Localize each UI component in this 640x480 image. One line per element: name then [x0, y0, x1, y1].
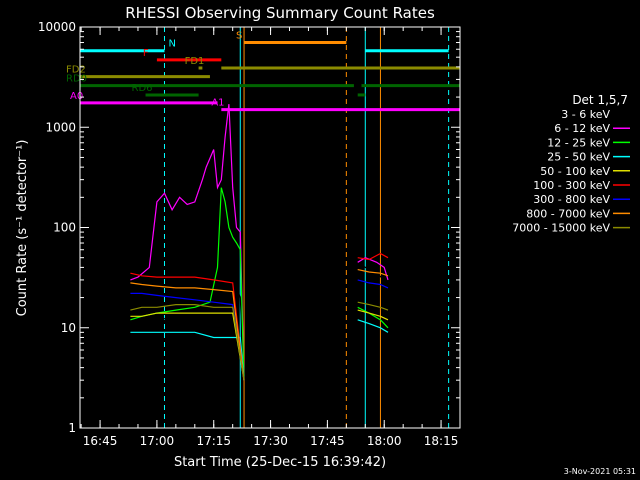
- series-5-line-1: [130, 272, 245, 381]
- series-3-line-1: [130, 331, 245, 381]
- chart-title: RHESSI Observing Summary Count Rates: [125, 4, 435, 22]
- footer-date: 3-Nov-2021 05:31: [564, 467, 636, 476]
- series-6-line-2: [357, 279, 389, 289]
- series-0-line-2: [357, 261, 389, 289]
- y-axis-label: Count Rate (s⁻¹ detector⁻¹): [15, 140, 30, 317]
- x-tick-label-2: 17:15: [196, 434, 231, 448]
- y-tick-label-4: 10000: [38, 20, 76, 34]
- series-8-line-2: [357, 301, 389, 311]
- y-tick-label-2: 100: [53, 221, 76, 235]
- axes: 16:45 17:00 17:15 17:30 17:45 18:00 18:15 1 10 10…: [38, 20, 461, 448]
- x-axis-label: Start Time (25-Dec-15 16:39:42): [174, 455, 386, 470]
- flag-label-fd2: FD2: [66, 65, 86, 76]
- legend-label-6: 300 - 800 keV: [533, 193, 610, 206]
- flag-label-n: N: [168, 39, 175, 50]
- legend-label-8: 7000 - 15000 keV: [512, 222, 610, 235]
- x-tick-label-1: 17:00: [140, 434, 175, 448]
- flag-label-a1: A1: [211, 98, 224, 109]
- x-tick-label-6: 18:15: [424, 434, 459, 448]
- y-tick-label-1: 10: [61, 321, 76, 335]
- flag-label-fd1: FD1: [185, 56, 205, 67]
- x-tick-label-5: 18:00: [367, 434, 402, 448]
- flag-label-rd0: RD0: [66, 74, 87, 85]
- series-7-line-1: [130, 282, 245, 381]
- x-tick-label-3: 17:30: [253, 434, 288, 448]
- series-8-line-1: [130, 304, 245, 381]
- legend-label-0: 3 - 6 keV: [561, 108, 610, 121]
- x-tick-label-0: 16:45: [83, 434, 118, 448]
- flag-label-s: S: [236, 31, 242, 42]
- series-4-line-2: [357, 309, 389, 321]
- y-tick-label-0: 1: [68, 421, 76, 435]
- legend-label-3: 25 - 50 keV: [547, 151, 610, 164]
- legend-label-1: 6 - 12 keV: [554, 122, 610, 135]
- series-7-line-2: [357, 269, 389, 277]
- legend-label-5: 100 - 300 keV: [533, 179, 610, 192]
- flag-label-a0: A0: [70, 91, 83, 102]
- flag-label-f: F: [143, 48, 149, 59]
- series-0-line-1: [129, 197, 245, 381]
- series-1-line-2: [357, 257, 389, 281]
- series-1-line-1: [130, 104, 245, 381]
- legend-title: Det 1,5,7: [572, 93, 628, 107]
- x-tick-label-4: 17:45: [310, 434, 345, 448]
- series-3-line-2: [357, 319, 389, 333]
- legend-label-2: 12 - 25 keV: [547, 136, 610, 149]
- y-tick-label-3: 1000: [45, 120, 76, 134]
- flag-label-rd6: RD6: [132, 83, 153, 94]
- series-4-line-1: [130, 312, 245, 381]
- series-2-line-1: [130, 187, 245, 381]
- series-2-line-2: [357, 306, 389, 329]
- legend-label-7: 800 - 7000 keV: [526, 207, 610, 220]
- series-6-line-1: [130, 292, 245, 381]
- series-5-line-2: [357, 252, 389, 261]
- legend-label-4: 50 - 100 keV: [540, 165, 610, 178]
